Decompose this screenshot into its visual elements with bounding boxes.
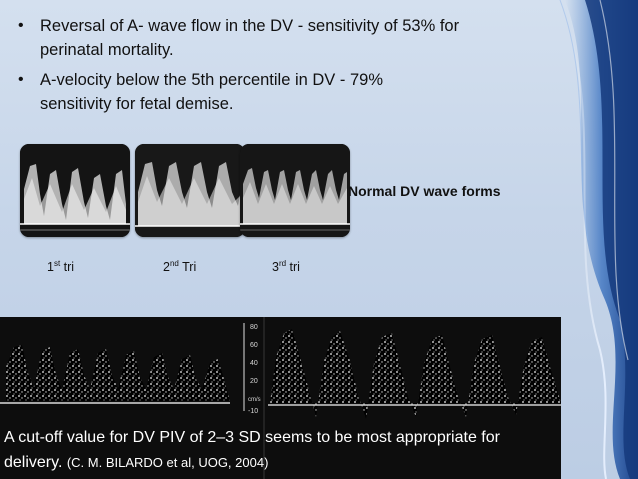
bullet-dot: • <box>18 17 24 34</box>
second-trimester-label: 2nd Tri <box>163 258 197 274</box>
caption: A cut-off value for DV PIV of 2–3 SD see… <box>4 425 549 475</box>
bullet-dot: • <box>18 71 24 88</box>
bullet-list: • Reversal of A- wave flow in the DV - s… <box>14 14 554 122</box>
caption-main-text: A cut-off value for DV PIV of 2–3 SD see… <box>4 429 500 471</box>
doppler-thumbnail-first-trimester <box>20 144 130 237</box>
bullet-item: • Reversal of A- wave flow in the DV - s… <box>14 14 554 62</box>
scale-label: 40 <box>250 360 258 367</box>
bullet-text-line: Reversal of A- wave flow in the DV - sen… <box>40 17 460 35</box>
scale-label: cm/s <box>248 397 261 403</box>
bullet-item: • A-velocity below the 5th percentile in… <box>14 68 554 116</box>
doppler-thumbnail-third-trimester <box>240 144 350 237</box>
doppler-comparison-image: 80 60 40 20 cm/s -10 <box>0 317 561 479</box>
normal-waveforms-label: Normal DV wave forms <box>348 183 501 199</box>
scale-label: -10 <box>248 408 258 415</box>
bullet-text-line: A-velocity below the 5th percentile in D… <box>40 71 384 89</box>
third-trimester-label: 3rd tri <box>272 258 300 274</box>
scale-label: 60 <box>250 342 258 349</box>
caption-citation: (C. M. BILARDO et al, UOG, 2004) <box>66 455 269 470</box>
bullet-text-line: sensitivity for fetal demise. <box>40 95 234 113</box>
doppler-thumbnail-second-trimester <box>135 144 245 237</box>
bullet-text-line: perinatal mortality. <box>40 41 174 59</box>
velocity-scale: 80 60 40 20 cm/s -10 <box>243 323 261 415</box>
scale-label: 80 <box>250 324 258 331</box>
scale-label: 20 <box>250 378 258 385</box>
first-trimester-label: 1st tri <box>47 258 75 274</box>
